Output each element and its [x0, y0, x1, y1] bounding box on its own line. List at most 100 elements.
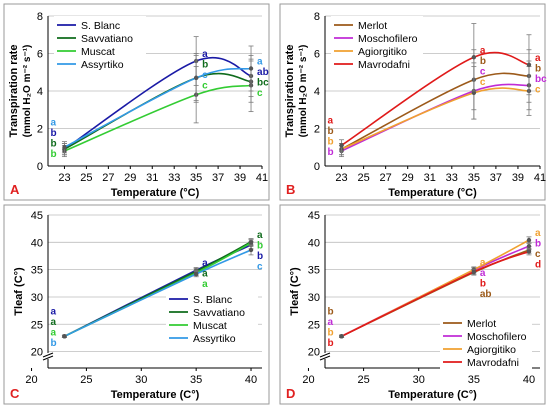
x-tick-label: 33 — [446, 172, 458, 184]
y-tick-label: 40 — [31, 237, 43, 249]
y-tick-label: 4 — [314, 86, 320, 98]
significance-letter: b — [202, 60, 208, 71]
data-point — [248, 247, 254, 253]
significance-letter: a — [480, 45, 486, 56]
significance-letter: a — [50, 327, 56, 338]
x-tick-label: 25 — [357, 172, 369, 184]
panel-letter: C — [10, 386, 20, 401]
y-tick-label: 45 — [31, 210, 43, 222]
significance-letter: b — [535, 239, 541, 250]
x-tick-label: 31 — [424, 172, 436, 184]
axis-break-mask — [320, 353, 330, 359]
x-tick-label: 27 — [102, 172, 114, 184]
data-point — [471, 269, 477, 275]
y-tick-label: 2 — [37, 124, 43, 136]
significance-letter: a — [50, 117, 56, 128]
significance-letter: bc — [535, 74, 547, 85]
significance-letter: b — [257, 251, 263, 262]
significance-letter: a — [202, 269, 208, 280]
significance-letter: a — [328, 317, 334, 328]
significance-letter: b — [257, 240, 263, 251]
y-tick-label: 6 — [37, 49, 43, 61]
significance-letter: b — [328, 136, 334, 147]
data-point — [339, 334, 344, 339]
x-tick-label: 29 — [402, 172, 414, 184]
significance-letter: d — [535, 260, 541, 271]
significance-letter: b — [535, 63, 541, 74]
x-tick-label: 20 — [302, 374, 314, 386]
series-line — [341, 83, 530, 152]
x-tick-label: 35 — [190, 374, 202, 386]
significance-letter: b — [480, 279, 486, 290]
data-point — [248, 66, 254, 71]
significance-letter: a — [50, 317, 56, 328]
legend-label: Muscat — [81, 46, 115, 58]
x-tick-label: 25 — [80, 374, 92, 386]
legend-label: Savvatiano — [193, 307, 245, 319]
panel-c: 20 25 30 35 40 45 20 25 30 35 40 Temperature (C°) Tl… — [3, 204, 270, 405]
significance-letter: b — [480, 56, 486, 67]
series-line — [341, 51, 530, 147]
y-tick-label: 45 — [308, 210, 320, 222]
significance-letter: b — [328, 147, 334, 158]
y-tick-label: 0 — [37, 161, 43, 173]
significance-letter: b — [328, 338, 334, 349]
significance-letter: a — [202, 279, 208, 290]
x-tick-label: 23 — [335, 172, 347, 184]
series-line — [341, 72, 530, 150]
data-point — [471, 90, 477, 96]
data-point — [62, 334, 67, 339]
legend-label: Merlot — [467, 318, 496, 330]
x-tick-label: 29 — [124, 172, 136, 184]
legend-label: Merlot — [358, 20, 387, 32]
significance-letter: a — [535, 228, 541, 239]
x-tick-label: 39 — [512, 172, 524, 184]
y-tick-label: 30 — [308, 292, 320, 304]
significance-letter: b — [50, 128, 56, 139]
panel-b: 0 2 4 6 8 23 25 27 29 31 33 35 37 39 41 Temperature (°C… — [279, 3, 547, 201]
data-point — [526, 237, 532, 243]
significance-letter: a — [257, 230, 263, 241]
significance-letter: c — [535, 84, 541, 95]
x-tick-label: 25 — [357, 374, 369, 386]
y-tick-label: 35 — [308, 265, 320, 277]
significance-letter: b — [328, 306, 334, 317]
x-axis-label: Temperature (C°) — [388, 389, 477, 401]
legend-label: Savvatiano — [81, 33, 133, 45]
x-tick-label: 35 — [190, 172, 202, 184]
x-tick-label: 23 — [58, 172, 70, 184]
significance-letter: c — [480, 66, 486, 77]
significance-letter: c — [257, 261, 263, 272]
significance-letter: c — [202, 70, 208, 81]
legend-label: Mavrodafni — [467, 357, 519, 369]
y-tick-label: 0 — [314, 161, 320, 173]
x-tick-label: 30 — [413, 374, 425, 386]
axis-break-mark — [319, 355, 331, 361]
significance-letter: a — [202, 49, 208, 60]
y-tick-label: 35 — [31, 265, 43, 277]
x-tick-label: 35 — [468, 374, 480, 386]
significance-letter: a — [202, 258, 208, 269]
data-point — [193, 271, 199, 277]
significance-letter: ab — [257, 67, 269, 78]
significance-letter: c — [480, 77, 486, 88]
data-point — [471, 55, 477, 60]
legend-label: Muscat — [193, 320, 227, 332]
x-tick-label: 40 — [523, 374, 535, 386]
legend-label: Agiorgitiko — [358, 46, 407, 58]
x-tick-label: 41 — [534, 172, 546, 184]
axis-break-mask — [43, 353, 53, 359]
x-axis-label: Temperature (C°) — [111, 389, 200, 401]
data-point — [248, 240, 254, 246]
y-tick-label: 40 — [308, 237, 320, 249]
y-axis-label: Transpiration rate — [284, 45, 296, 138]
data-point — [526, 249, 532, 254]
panel-letter: D — [286, 386, 295, 401]
significance-letter: c — [535, 249, 541, 260]
y-tick-label: 25 — [308, 319, 320, 331]
x-tick-label: 31 — [146, 172, 158, 184]
y-tick-label: 2 — [314, 124, 320, 136]
significance-letter: c — [257, 88, 263, 99]
x-tick-label: 40 — [245, 374, 257, 386]
